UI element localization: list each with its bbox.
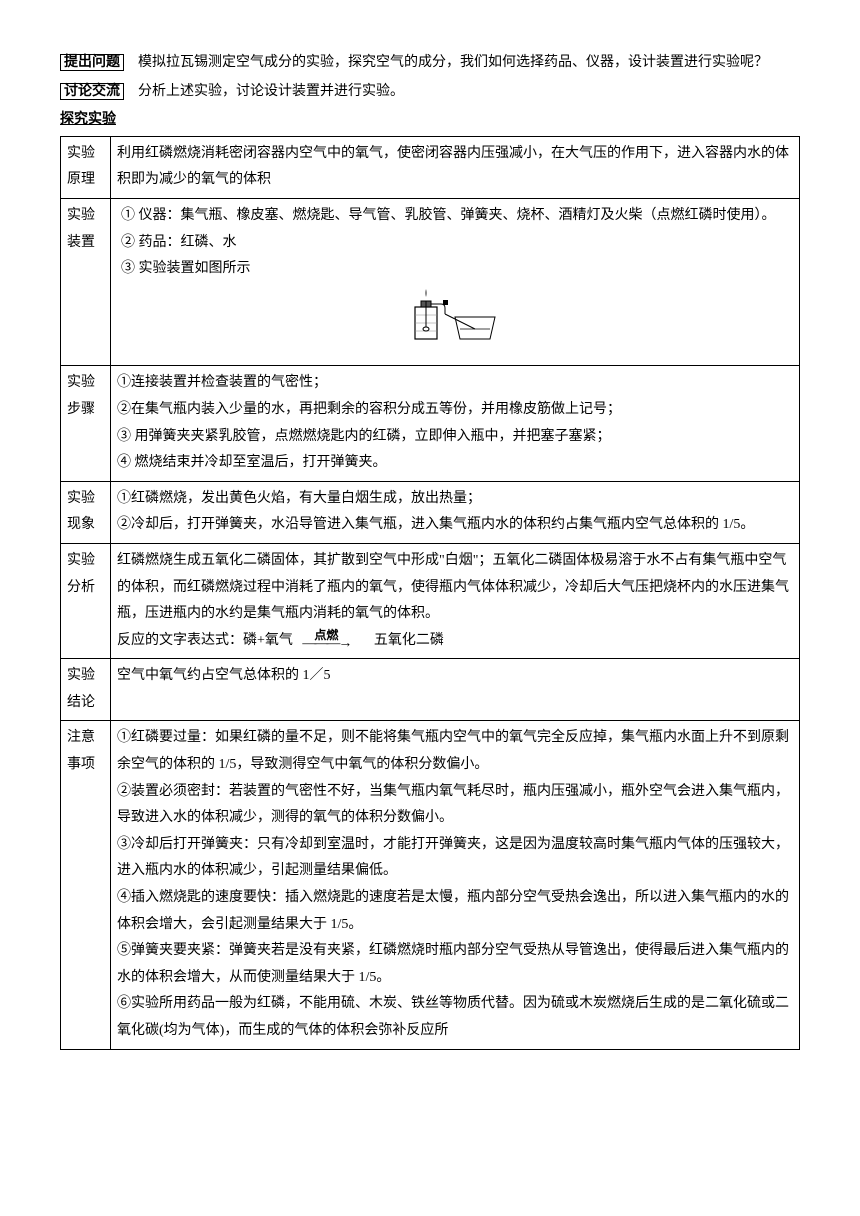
list-item: ①红磷燃烧，发出黄色火焰，有大量白烟生成，放出热量； <box>117 486 793 513</box>
apparatus-diagram <box>117 283 793 362</box>
table-row: 实验现象 ①红磷燃烧，发出黄色火焰，有大量白烟生成，放出热量； ②冷却后，打开弹… <box>61 481 800 543</box>
table-row: 实验结论 空气中氧气约占空气总体积的 1／5 <box>61 659 800 721</box>
table-row: 实验装置 ① 仪器：集气瓶、橡皮塞、燃烧匙、导气管、乳胶管、弹簧夹、烧杯、酒精灯… <box>61 198 800 365</box>
row-header: 实验装置 <box>61 198 111 365</box>
question-label: 提出问题 <box>60 54 124 71</box>
experiment-label: 探究实验 <box>60 112 116 127</box>
experiment-heading: 探究实验 <box>60 107 800 134</box>
row-content: ①连接装置并检查装置的气密性； ②在集气瓶内装入少量的水，再把剩余的容积分成五等… <box>111 366 800 481</box>
list-item: ④插入燃烧匙的速度要快：插入燃烧匙的速度若是太慢，瓶内部分空气受热会逸出，所以进… <box>117 885 793 938</box>
list-item: ② 药品：红磷、水 <box>121 230 793 257</box>
row-header: 实验步骤 <box>61 366 111 481</box>
row-header: 实验现象 <box>61 481 111 543</box>
reaction-equation: 反应的文字表达式：磷+氧气 点燃 ———→ 五氧化二磷 <box>117 628 793 655</box>
list-item: ②装置必须密封：若装置的气密性不好，当集气瓶内氧气耗尽时，瓶内压强减小，瓶外空气… <box>117 779 793 832</box>
row-header: 注意事项 <box>61 721 111 1049</box>
list-item: ③冷却后打开弹簧夹：只有冷却到室温时，才能打开弹簧夹，这是因为温度较高时集气瓶内… <box>117 832 793 885</box>
list-item: ④ 燃烧结束并冷却至室温后，打开弹簧夹。 <box>117 450 793 477</box>
row-content: ①红磷要过量：如果红磷的量不足，则不能将集气瓶内空气中的氧气完全反应掉，集气瓶内… <box>111 721 800 1049</box>
row-content: ①红磷燃烧，发出黄色火焰，有大量白烟生成，放出热量； ②冷却后，打开弹簧夹，水沿… <box>111 481 800 543</box>
list-item: ⑥实验所用药品一般为红磷，不能用硫、木炭、铁丝等物质代替。因为硫或木炭燃烧后生成… <box>117 991 793 1044</box>
list-item: ②冷却后，打开弹簧夹，水沿导管进入集气瓶，进入集气瓶内水的体积约占集气瓶内空气总… <box>117 512 793 539</box>
discuss-label: 讨论交流 <box>60 83 124 100</box>
table-row: 注意事项 ①红磷要过量：如果红磷的量不足，则不能将集气瓶内空气中的氧气完全反应掉… <box>61 721 800 1049</box>
discuss-para: 讨论交流 分析上述实验，讨论设计装置并进行实验。 <box>60 79 800 106</box>
list-item: ①连接装置并检查装置的气密性； <box>117 370 793 397</box>
reaction-arrow: 点燃 ———→ <box>302 629 350 651</box>
list-item: ②在集气瓶内装入少量的水，再把剩余的容积分成五等份，并用橡皮筋做上记号； <box>117 397 793 424</box>
list-item: ③ 用弹簧夹夹紧乳胶管，点燃燃烧匙内的红磷，立即伸入瓶中，并把塞子塞紧； <box>117 424 793 451</box>
discuss-text: 分析上述实验，讨论设计装置并进行实验。 <box>124 84 404 99</box>
row-header: 实验结论 <box>61 659 111 721</box>
table-row: 实验步骤 ①连接装置并检查装置的气密性； ②在集气瓶内装入少量的水，再把剩余的容… <box>61 366 800 481</box>
apparatus-icon <box>395 287 515 347</box>
analysis-text: 红磷燃烧生成五氧化二磷固体，其扩散到空气中形成"白烟"；五氧化二磷固体极易溶于水… <box>117 548 793 628</box>
list-item: ③ 实验装置如图所示 <box>121 256 793 283</box>
question-text: 模拟拉瓦锡测定空气成分的实验，探究空气的成分，我们如何选择药品、仪器，设计装置进… <box>124 55 768 70</box>
list-item: ① 仪器：集气瓶、橡皮塞、燃烧匙、导气管、乳胶管、弹簧夹、烧杯、酒精灯及火柴（点… <box>121 203 793 230</box>
row-content: 红磷燃烧生成五氧化二磷固体，其扩散到空气中形成"白烟"；五氧化二磷固体极易溶于水… <box>111 543 800 658</box>
row-content: 空气中氧气约占空气总体积的 1／5 <box>111 659 800 721</box>
row-content: ① 仪器：集气瓶、橡皮塞、燃烧匙、导气管、乳胶管、弹簧夹、烧杯、酒精灯及火柴（点… <box>111 198 800 365</box>
list-item: ⑤弹簧夹要夹紧：弹簧夹若是没有夹紧，红磷燃烧时瓶内部分空气受热从导管逸出，使得最… <box>117 938 793 991</box>
question-para: 提出问题 模拟拉瓦锡测定空气成分的实验，探究空气的成分，我们如何选择药品、仪器，… <box>60 50 800 77</box>
experiment-table: 实验原理 利用红磷燃烧消耗密闭容器内空气中的氧气，使密闭容器内压强减小，在大气压… <box>60 136 800 1050</box>
table-row: 实验分析 红磷燃烧生成五氧化二磷固体，其扩散到空气中形成"白烟"；五氧化二磷固体… <box>61 543 800 658</box>
row-header: 实验原理 <box>61 136 111 198</box>
table-row: 实验原理 利用红磷燃烧消耗密闭容器内空气中的氧气，使密闭容器内压强减小，在大气压… <box>61 136 800 198</box>
row-header: 实验分析 <box>61 543 111 658</box>
list-item: ①红磷要过量：如果红磷的量不足，则不能将集气瓶内空气中的氧气完全反应掉，集气瓶内… <box>117 725 793 778</box>
row-content: 利用红磷燃烧消耗密闭容器内空气中的氧气，使密闭容器内压强减小，在大气压的作用下，… <box>111 136 800 198</box>
